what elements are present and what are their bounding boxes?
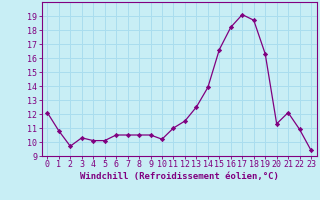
- X-axis label: Windchill (Refroidissement éolien,°C): Windchill (Refroidissement éolien,°C): [80, 172, 279, 181]
